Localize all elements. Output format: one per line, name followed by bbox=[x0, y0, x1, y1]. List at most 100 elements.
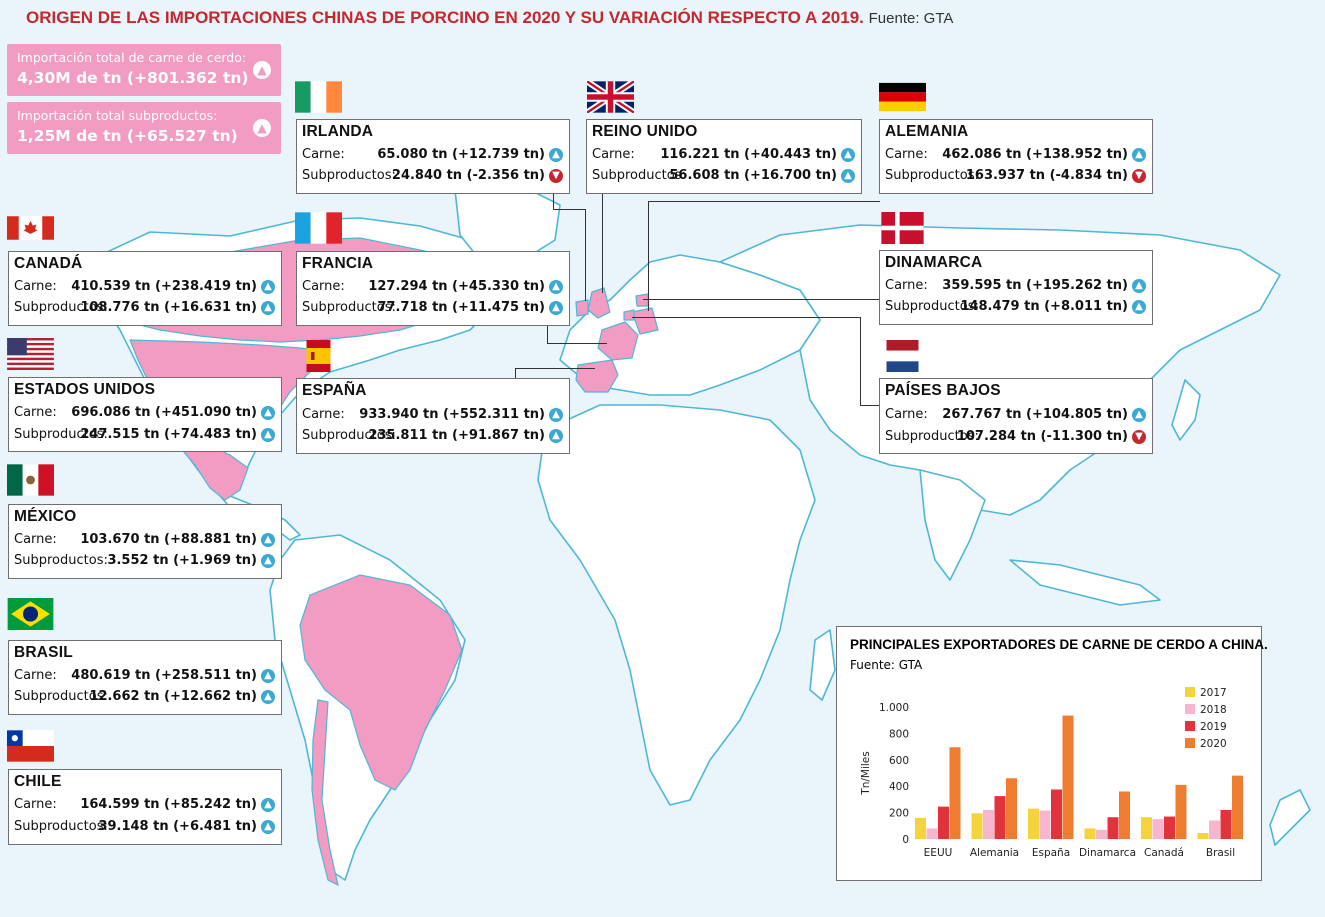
legend-label: 2020 bbox=[1200, 738, 1227, 750]
country-card-canada: CANADÁ Carne: 410.539 tn (+238.419 tn) ▲ S… bbox=[8, 251, 282, 326]
total-meat-label: Importación total de carne de cerdo: bbox=[17, 50, 247, 65]
canada-flag-icon bbox=[7, 216, 54, 240]
bar-2017 bbox=[915, 817, 926, 839]
bar-2018 bbox=[1096, 829, 1107, 839]
country-name: ESTADOS UNIDOS bbox=[14, 381, 156, 398]
germany-highlight bbox=[631, 307, 659, 335]
meat-value: 103.670 tn (+88.881 tn) bbox=[80, 532, 257, 547]
bar-2020 bbox=[1006, 778, 1017, 839]
connector-line bbox=[515, 368, 595, 369]
arrow-up-icon: ▲ bbox=[261, 406, 275, 420]
bar-2019 bbox=[1164, 816, 1175, 839]
chart-title: PRINCIPALES EXPORTADORES DE CARNE DE CER… bbox=[850, 637, 1268, 652]
total-meat-value: 4,30M de tn (+801.362 tn) bbox=[17, 69, 249, 87]
meat-label: Carne: bbox=[885, 278, 928, 293]
meat-label: Carne: bbox=[592, 147, 635, 162]
x-tick-label: Dinamarca bbox=[1079, 847, 1136, 859]
x-tick-label: Alemania bbox=[970, 847, 1019, 859]
arrow-up-icon: ▲ bbox=[253, 61, 271, 79]
bar-2017 bbox=[1141, 817, 1152, 839]
arrow-up-icon: ▲ bbox=[261, 798, 275, 812]
connector-line bbox=[632, 317, 860, 318]
sub-label: Subproductos: bbox=[302, 300, 396, 315]
meat-value: 359.595 tn (+195.262 tn) bbox=[942, 278, 1128, 293]
arrow-up-icon: ▲ bbox=[1132, 408, 1146, 422]
bar-2018 bbox=[983, 809, 994, 839]
connector-line bbox=[553, 209, 586, 210]
bar-chart: 0 200 400 600 800 1.000 Tn/Miles EEUU Alemania Es… bbox=[860, 687, 1243, 859]
chart-subtitle: Fuente: GTA bbox=[850, 658, 923, 672]
bar-2020 bbox=[1175, 784, 1187, 839]
title-source: Fuente: GTA bbox=[868, 10, 954, 27]
meat-value: 410.539 tn (+238.419 tn) bbox=[71, 279, 257, 294]
japan-landmass bbox=[1171, 379, 1201, 441]
connector-line bbox=[553, 193, 554, 210]
arrow-up-icon: ▲ bbox=[261, 820, 275, 834]
bar-2020 bbox=[1232, 775, 1243, 839]
bar-2020 bbox=[1119, 791, 1130, 839]
meat-label: Carne: bbox=[14, 797, 57, 812]
country-name: MÉXICO bbox=[14, 508, 77, 525]
bar-2017 bbox=[1028, 808, 1039, 839]
sub-label: Subproductos: bbox=[14, 300, 108, 315]
arrow-up-icon: ▲ bbox=[261, 280, 275, 294]
country-name: REINO UNIDO bbox=[592, 123, 698, 140]
meat-value: 116.221 tn (+40.443 tn) bbox=[660, 147, 837, 162]
meat-label: Carne: bbox=[885, 147, 928, 162]
arrow-up-icon: ▲ bbox=[253, 119, 271, 137]
germany-flag-icon bbox=[879, 82, 926, 112]
netherlands-highlight bbox=[623, 309, 635, 321]
country-name: PAÍSES BAJOS bbox=[885, 382, 1001, 399]
country-name: FRANCIA bbox=[302, 255, 374, 272]
arrow-up-icon: ▲ bbox=[261, 301, 275, 315]
sub-label: Subproductos: bbox=[885, 429, 979, 444]
arrow-up-icon: ▲ bbox=[1132, 300, 1146, 314]
new-zealand-landmass bbox=[1269, 789, 1311, 846]
total-sub-box: Importación total subproductos: 1,25M de… bbox=[7, 102, 281, 154]
connector-line bbox=[643, 299, 880, 300]
country-card-alemania: ALEMANIA Carne: 462.086 tn (+138.952 tn) ▲… bbox=[879, 119, 1153, 194]
bar-2020 bbox=[1062, 715, 1074, 839]
sub-value: 39.148 tn (+6.481 tn) bbox=[98, 819, 257, 834]
mexico-flag-icon bbox=[7, 464, 54, 496]
bar-2019 bbox=[1220, 809, 1232, 839]
legend-label: 2017 bbox=[1200, 687, 1227, 699]
sub-label: Subproductos: bbox=[14, 819, 108, 834]
arrow-down-icon: ▼ bbox=[549, 169, 563, 183]
total-sub-label: Importación total subproductos: bbox=[17, 108, 218, 123]
brazil-highlight bbox=[299, 574, 463, 791]
country-name: BRASIL bbox=[14, 644, 73, 661]
meat-value: 267.767 tn (+104.805 tn) bbox=[942, 407, 1128, 422]
bar-2018 bbox=[1039, 810, 1051, 839]
arrow-up-icon: ▲ bbox=[841, 169, 855, 183]
arrow-up-icon: ▲ bbox=[261, 533, 275, 547]
meat-label: Carne: bbox=[14, 532, 57, 547]
sub-value: 12.662 tn (+12.662 tn) bbox=[89, 689, 257, 704]
ireland-highlight bbox=[575, 299, 589, 317]
legend-label: 2018 bbox=[1200, 704, 1227, 716]
sub-label: Subproductos: bbox=[885, 299, 979, 314]
bar-2017 bbox=[971, 813, 983, 839]
sub-label: Subproductos: bbox=[14, 553, 108, 568]
arrow-up-icon: ▲ bbox=[549, 280, 563, 294]
y-tick-label: 800 bbox=[889, 728, 909, 740]
bar-2019 bbox=[1051, 789, 1062, 839]
meat-value: 480.619 tn (+258.511 tn) bbox=[71, 668, 257, 683]
arrow-up-icon: ▲ bbox=[841, 148, 855, 162]
sub-label: Subproductos: bbox=[302, 168, 396, 183]
country-card-mexico: MÉXICO Carne: 103.670 tn (+88.881 tn) ▲ Su… bbox=[8, 504, 282, 579]
ireland-flag-icon bbox=[295, 81, 342, 113]
connector-line bbox=[547, 323, 548, 344]
india-landmass bbox=[919, 469, 986, 581]
country-name: DINAMARCA bbox=[885, 254, 983, 271]
bar-2019 bbox=[1107, 817, 1119, 839]
indonesia-landmass bbox=[1009, 559, 1161, 606]
arrow-up-icon: ▲ bbox=[261, 669, 275, 683]
africa-landmass bbox=[537, 404, 816, 806]
y-tick-label: 400 bbox=[889, 781, 909, 793]
legend-swatch-2017 bbox=[1185, 687, 1195, 697]
arrow-up-icon: ▲ bbox=[549, 429, 563, 443]
sub-value: 235.811 tn (+91.867 tn) bbox=[368, 428, 545, 443]
page-title: ORIGEN DE LAS IMPORTACIONES CHINAS DE PO… bbox=[26, 8, 953, 28]
sub-value: 148.479 tn (+8.011 tn) bbox=[960, 299, 1128, 314]
